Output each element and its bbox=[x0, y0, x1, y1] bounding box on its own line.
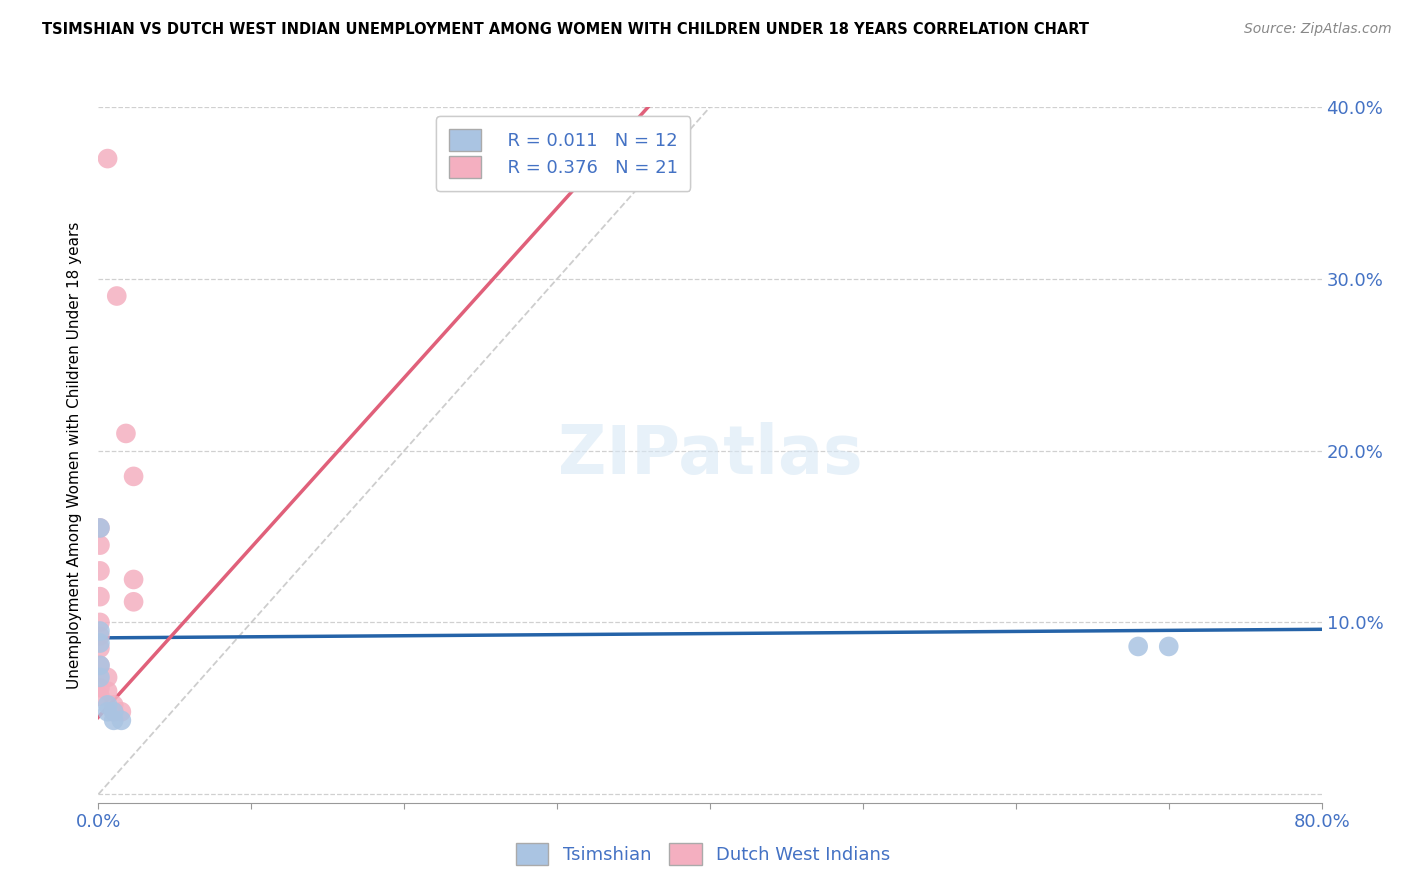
Text: ZIPatlas: ZIPatlas bbox=[558, 422, 862, 488]
Point bbox=[89, 521, 111, 535]
Point bbox=[97, 152, 120, 166]
Point bbox=[89, 641, 111, 656]
Point bbox=[122, 469, 145, 483]
Legend: Tsimshian, Dutch West Indians: Tsimshian, Dutch West Indians bbox=[506, 834, 900, 874]
Legend:   R = 0.011   N = 12,   R = 0.376   N = 21: R = 0.011 N = 12, R = 0.376 N = 21 bbox=[436, 116, 690, 191]
Point bbox=[97, 684, 120, 698]
Point bbox=[89, 615, 111, 630]
Point bbox=[89, 658, 111, 673]
Point bbox=[89, 624, 111, 638]
Point bbox=[89, 658, 111, 673]
Point bbox=[89, 590, 111, 604]
Point bbox=[97, 670, 120, 684]
Point bbox=[110, 705, 132, 719]
Point bbox=[103, 698, 125, 712]
Point bbox=[89, 681, 111, 695]
Point bbox=[89, 670, 111, 684]
Point bbox=[89, 564, 111, 578]
Point bbox=[105, 289, 128, 303]
Point bbox=[89, 690, 111, 704]
Point bbox=[122, 573, 145, 587]
Point bbox=[103, 714, 125, 728]
Point bbox=[89, 521, 111, 535]
Point bbox=[89, 636, 111, 650]
Point bbox=[97, 698, 120, 712]
Y-axis label: Unemployment Among Women with Children Under 18 years: Unemployment Among Women with Children U… bbox=[67, 221, 83, 689]
Point bbox=[110, 714, 132, 728]
Point bbox=[1157, 640, 1180, 654]
Point bbox=[115, 426, 138, 441]
Point bbox=[97, 705, 120, 719]
Point bbox=[103, 705, 125, 719]
Text: Source: ZipAtlas.com: Source: ZipAtlas.com bbox=[1244, 22, 1392, 37]
Text: TSIMSHIAN VS DUTCH WEST INDIAN UNEMPLOYMENT AMONG WOMEN WITH CHILDREN UNDER 18 Y: TSIMSHIAN VS DUTCH WEST INDIAN UNEMPLOYM… bbox=[42, 22, 1090, 37]
Point bbox=[89, 629, 111, 643]
Point bbox=[89, 538, 111, 552]
Point bbox=[122, 595, 145, 609]
Point bbox=[103, 705, 125, 719]
Point bbox=[1128, 640, 1150, 654]
